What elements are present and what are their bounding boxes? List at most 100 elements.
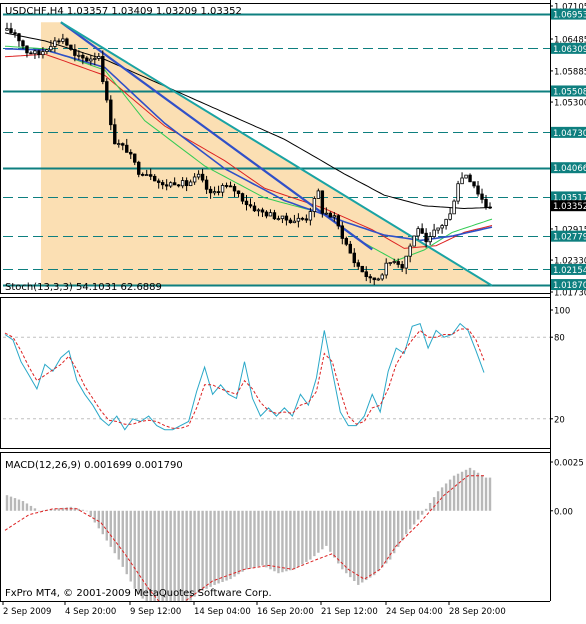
candle-body — [129, 152, 132, 154]
macd-histogram-bar — [453, 476, 455, 511]
candle-body — [421, 229, 424, 234]
candlestick[interactable] — [109, 95, 112, 130]
candle-body — [209, 189, 212, 193]
stoch-panel-frame — [1, 298, 551, 449]
macd-histogram-bar — [134, 511, 136, 589]
candle-body — [301, 218, 304, 219]
macd-histogram-bar — [201, 511, 203, 591]
macd-histogram-bar — [221, 511, 223, 582]
candle-body — [66, 39, 69, 45]
macd-histogram-bar — [465, 470, 467, 511]
candle-body — [401, 264, 404, 268]
macd-histogram-bar — [305, 511, 307, 562]
candlestick[interactable] — [361, 266, 364, 272]
candle-body — [357, 263, 360, 267]
macd-histogram-bar — [481, 475, 483, 511]
candle-body — [345, 238, 348, 244]
macd-histogram-bar — [313, 511, 315, 556]
macd-histogram-bar — [38, 511, 40, 512]
macd-histogram-bar — [225, 511, 227, 581]
candle-body — [78, 55, 81, 56]
candle-body — [465, 175, 468, 178]
macd-histogram-bar — [421, 511, 423, 515]
macd-histogram-bar — [389, 511, 391, 560]
macd-histogram-bar — [138, 511, 140, 594]
level-price-label: 1.04066 — [553, 164, 586, 174]
candle-body — [38, 51, 41, 55]
candle-body — [177, 185, 180, 186]
macd-histogram-bar — [289, 511, 291, 571]
candle-body — [101, 56, 104, 81]
stoch-tick-label: 20 — [554, 415, 565, 425]
candle-body — [165, 185, 168, 186]
candle-body — [98, 56, 101, 58]
macd-histogram-bar — [433, 497, 435, 511]
macd-histogram-bar — [102, 511, 104, 534]
time-tick-label: 28 Sep 20:00 — [449, 607, 506, 617]
macd-histogram-bar — [361, 511, 363, 583]
candle-body — [481, 194, 484, 199]
candle-body — [429, 237, 432, 242]
candlestick[interactable] — [457, 181, 460, 204]
macd-histogram-bar — [42, 510, 44, 511]
time-tick-label: 4 Sep 20:00 — [65, 607, 116, 617]
level-price-label: 1.02779 — [553, 233, 586, 243]
macd-histogram-bar — [209, 511, 211, 587]
level-price-label: 1.04730 — [553, 129, 586, 139]
macd-histogram-bar — [241, 511, 243, 572]
candle-body — [197, 174, 200, 177]
macd-histogram-bar — [6, 495, 8, 511]
candle-body — [241, 194, 244, 202]
candle-body — [58, 41, 61, 42]
candlestick[interactable] — [137, 161, 140, 177]
macd-histogram-bar — [377, 511, 379, 571]
macd-histogram-bar — [357, 511, 359, 585]
macd-histogram-bar — [457, 474, 459, 511]
candlestick[interactable] — [66, 38, 69, 47]
macd-histogram-bar — [253, 511, 255, 568]
candlestick[interactable] — [413, 236, 416, 247]
candle-body — [74, 49, 77, 55]
macd-histogram-bar — [285, 511, 287, 571]
candle-body — [349, 244, 352, 253]
candle-body — [337, 216, 340, 226]
candle-body — [217, 192, 220, 193]
macd-histogram-bar — [485, 478, 487, 511]
macd-tick-label: 0.0025 — [554, 459, 584, 469]
candle-body — [30, 53, 33, 54]
candle-body — [321, 191, 324, 213]
macd-histogram-bar — [473, 470, 475, 510]
macd-histogram-bar — [14, 498, 16, 511]
candle-body — [305, 219, 308, 220]
macd-histogram-bar — [393, 511, 395, 553]
candlestick[interactable] — [465, 175, 468, 179]
level-price-label: 1.05508 — [553, 87, 586, 97]
candle-body — [145, 175, 148, 176]
candle-body — [409, 246, 412, 256]
macd-histogram-bar — [321, 511, 323, 550]
macd-histogram-bar — [437, 491, 439, 511]
macd-histogram-bar — [345, 511, 347, 573]
candle-body — [461, 178, 464, 184]
candle-body — [257, 210, 260, 211]
candle-body — [225, 185, 228, 186]
candlestick[interactable] — [321, 190, 324, 217]
macd-histogram-bar — [333, 511, 335, 558]
candle-body — [6, 29, 9, 31]
candle-body — [385, 263, 388, 275]
candle-body — [397, 262, 400, 265]
candle-body — [265, 212, 268, 216]
candle-body — [253, 206, 256, 211]
current-price-label: 1.03352 — [553, 202, 586, 212]
macd-histogram-bar — [142, 511, 144, 599]
candlestick[interactable] — [453, 199, 456, 214]
candle-body — [169, 183, 172, 186]
candle-body — [125, 145, 128, 152]
main-price-panel[interactable]: 1.071051.064851.058851.053001.047001.041… — [1, 3, 586, 299]
candle-body — [273, 213, 276, 219]
time-tick-label: 9 Sep 12:00 — [130, 607, 181, 617]
candle-body — [281, 216, 284, 219]
candlestick[interactable] — [105, 78, 108, 103]
stoch-tick-label: 100 — [554, 307, 570, 317]
